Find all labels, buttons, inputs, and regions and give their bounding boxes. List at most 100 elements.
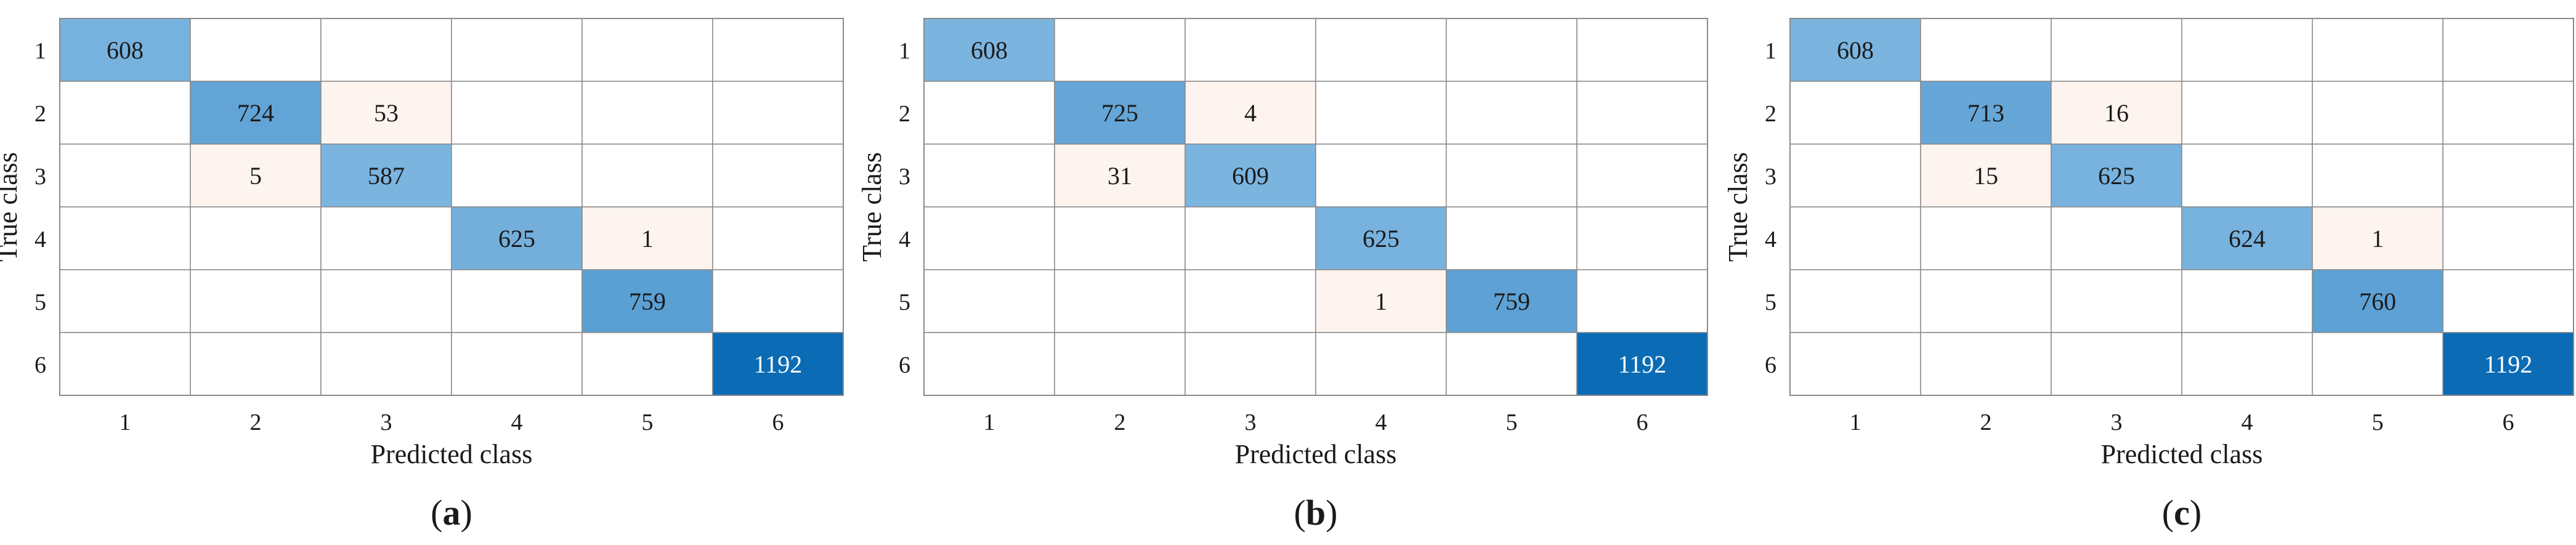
cell-c-r6-c1 <box>1789 332 1921 396</box>
cell-a-r6-c5 <box>581 332 713 396</box>
y-tick-label: 1 <box>1765 38 1776 64</box>
cell-a-r5-c4 <box>451 269 583 333</box>
cell-c-r4-c2 <box>1920 206 2052 270</box>
cell-a-r5-c6 <box>712 269 844 333</box>
cell-value: 625 <box>498 225 535 252</box>
cell-b-r3-c3 <box>1185 143 1316 208</box>
cell-b-r4-c5 <box>1446 206 1578 270</box>
cell-b-r3-c5 <box>1446 143 1578 208</box>
cell-c-r5-c3 <box>2051 269 2182 333</box>
cell-a-r4-c6 <box>712 206 844 270</box>
cell-a-r2-c1 <box>59 81 191 145</box>
cell-c-r3-c2 <box>1920 143 2052 208</box>
cell-b-r6-c3 <box>1185 332 1316 396</box>
x-tick-label: 1 <box>984 410 995 435</box>
cell-a-r3-c5 <box>581 143 713 208</box>
cell-b-r3-c2 <box>1054 143 1186 208</box>
cell-value: 1192 <box>2484 350 2533 378</box>
matrix-border <box>59 18 844 396</box>
cell-a-r1-c6 <box>712 18 844 82</box>
cell-b-r5-c6 <box>1576 269 1708 333</box>
cell-b-r3-c1 <box>923 143 1055 208</box>
cell-c-r5-c4 <box>2181 269 2313 333</box>
cell-c-r4-c3 <box>2051 206 2182 270</box>
cell-c-r3-c1 <box>1789 143 1921 208</box>
cell-b-r5-c4 <box>1315 269 1447 333</box>
cell-b-r5-c5 <box>1446 269 1578 333</box>
panel-b: 608 725 4 31 609 625 1 759 1192 1 2 3 4 5 6 1 2 3 4 5 6 Predi… <box>857 18 1708 533</box>
y-tick-label: 1 <box>899 38 910 64</box>
matrix-border <box>1789 18 2574 396</box>
cell-c-r5-c5 <box>2312 269 2444 333</box>
cell-c-r1-c3 <box>2051 18 2182 82</box>
cell-a-r1-c3 <box>320 18 452 82</box>
cell-value: 713 <box>1967 99 2004 127</box>
cell-value: 724 <box>237 99 274 127</box>
cell-c-r2-c2 <box>1920 81 2052 145</box>
cell-b-r5-c1 <box>923 269 1055 333</box>
x-tick-label: 3 <box>381 410 392 435</box>
cell-a-r3-c6 <box>712 143 844 208</box>
cell-a-r6-c3 <box>320 332 452 396</box>
x-tick-label: 6 <box>1637 410 1648 435</box>
cell-a-r3-c4 <box>451 143 583 208</box>
cell-c-r6-c2 <box>1920 332 2052 396</box>
y-tick-label: 4 <box>34 227 46 252</box>
cell-value: 759 <box>1493 288 1530 315</box>
cell-c-r4-c6 <box>2442 206 2574 270</box>
cell-c-r2-c3 <box>2051 81 2182 145</box>
y-tick-label: 6 <box>34 352 46 378</box>
cell-value: 609 <box>1232 162 1269 190</box>
x-tick-label: 4 <box>511 410 523 435</box>
y-axis-label: True class <box>857 152 887 262</box>
cell-value: 625 <box>2098 162 2135 190</box>
y-tick-label: 5 <box>1765 289 1776 315</box>
panel-c: 608 713 16 15 625 624 1 760 1192 1 2 3 4 5 6 1 2 3 4 5 6 Pred… <box>1723 18 2574 533</box>
cell-value: 53 <box>374 99 399 127</box>
cell-a-r6-c1 <box>59 332 191 396</box>
x-tick-label: 2 <box>250 410 262 435</box>
cell-c-r5-c2 <box>1920 269 2052 333</box>
cell-b-r6-c6 <box>1576 332 1708 396</box>
x-tick-label: 4 <box>2242 410 2253 435</box>
y-tick-label: 6 <box>1765 352 1776 378</box>
cell-a-r5-c3 <box>320 269 452 333</box>
cell-value: 1 <box>2371 225 2384 252</box>
x-tick-label: 1 <box>1850 410 1861 435</box>
y-tick-label: 1 <box>34 38 46 64</box>
cell-b-r4-c4 <box>1315 206 1447 270</box>
cell-a-r2-c3 <box>320 81 452 145</box>
y-tick-label: 4 <box>899 227 910 252</box>
cell-value: 4 <box>1244 99 1257 127</box>
cell-b-r4-c2 <box>1054 206 1186 270</box>
x-tick-label: 1 <box>119 410 131 435</box>
x-tick-label: 5 <box>2372 410 2384 435</box>
cell-a-r2-c5 <box>581 81 713 145</box>
cell-value: 587 <box>368 162 405 190</box>
cell-c-r2-c1 <box>1789 81 1921 145</box>
cell-value: 759 <box>629 288 666 315</box>
cell-value: 1192 <box>1618 350 1667 378</box>
cell-value: 31 <box>1108 162 1132 190</box>
cell-value: 1 <box>641 225 654 252</box>
cell-b-r2-c1 <box>923 81 1055 145</box>
cell-b-r1-c6 <box>1576 18 1708 82</box>
cell-b-r1-c5 <box>1446 18 1578 82</box>
cell-c-r4-c5 <box>2312 206 2444 270</box>
cell-a-r1-c2 <box>190 18 322 82</box>
cell-value: 625 <box>1363 225 1399 252</box>
cell-value: 1 <box>1375 288 1387 315</box>
cell-b-r2-c3 <box>1185 81 1316 145</box>
x-tick-label: 6 <box>772 410 784 435</box>
y-axis-label: True class <box>0 152 23 262</box>
cell-c-r1-c6 <box>2442 18 2574 82</box>
x-tick-label: 6 <box>2503 410 2514 435</box>
y-tick-label: 5 <box>899 289 910 315</box>
cell-c-r1-c2 <box>1920 18 2052 82</box>
cell-b-r4-c1 <box>923 206 1055 270</box>
cell-a-r2-c4 <box>451 81 583 145</box>
y-tick-label: 2 <box>1765 101 1776 127</box>
cell-b-r1-c2 <box>1054 18 1186 82</box>
